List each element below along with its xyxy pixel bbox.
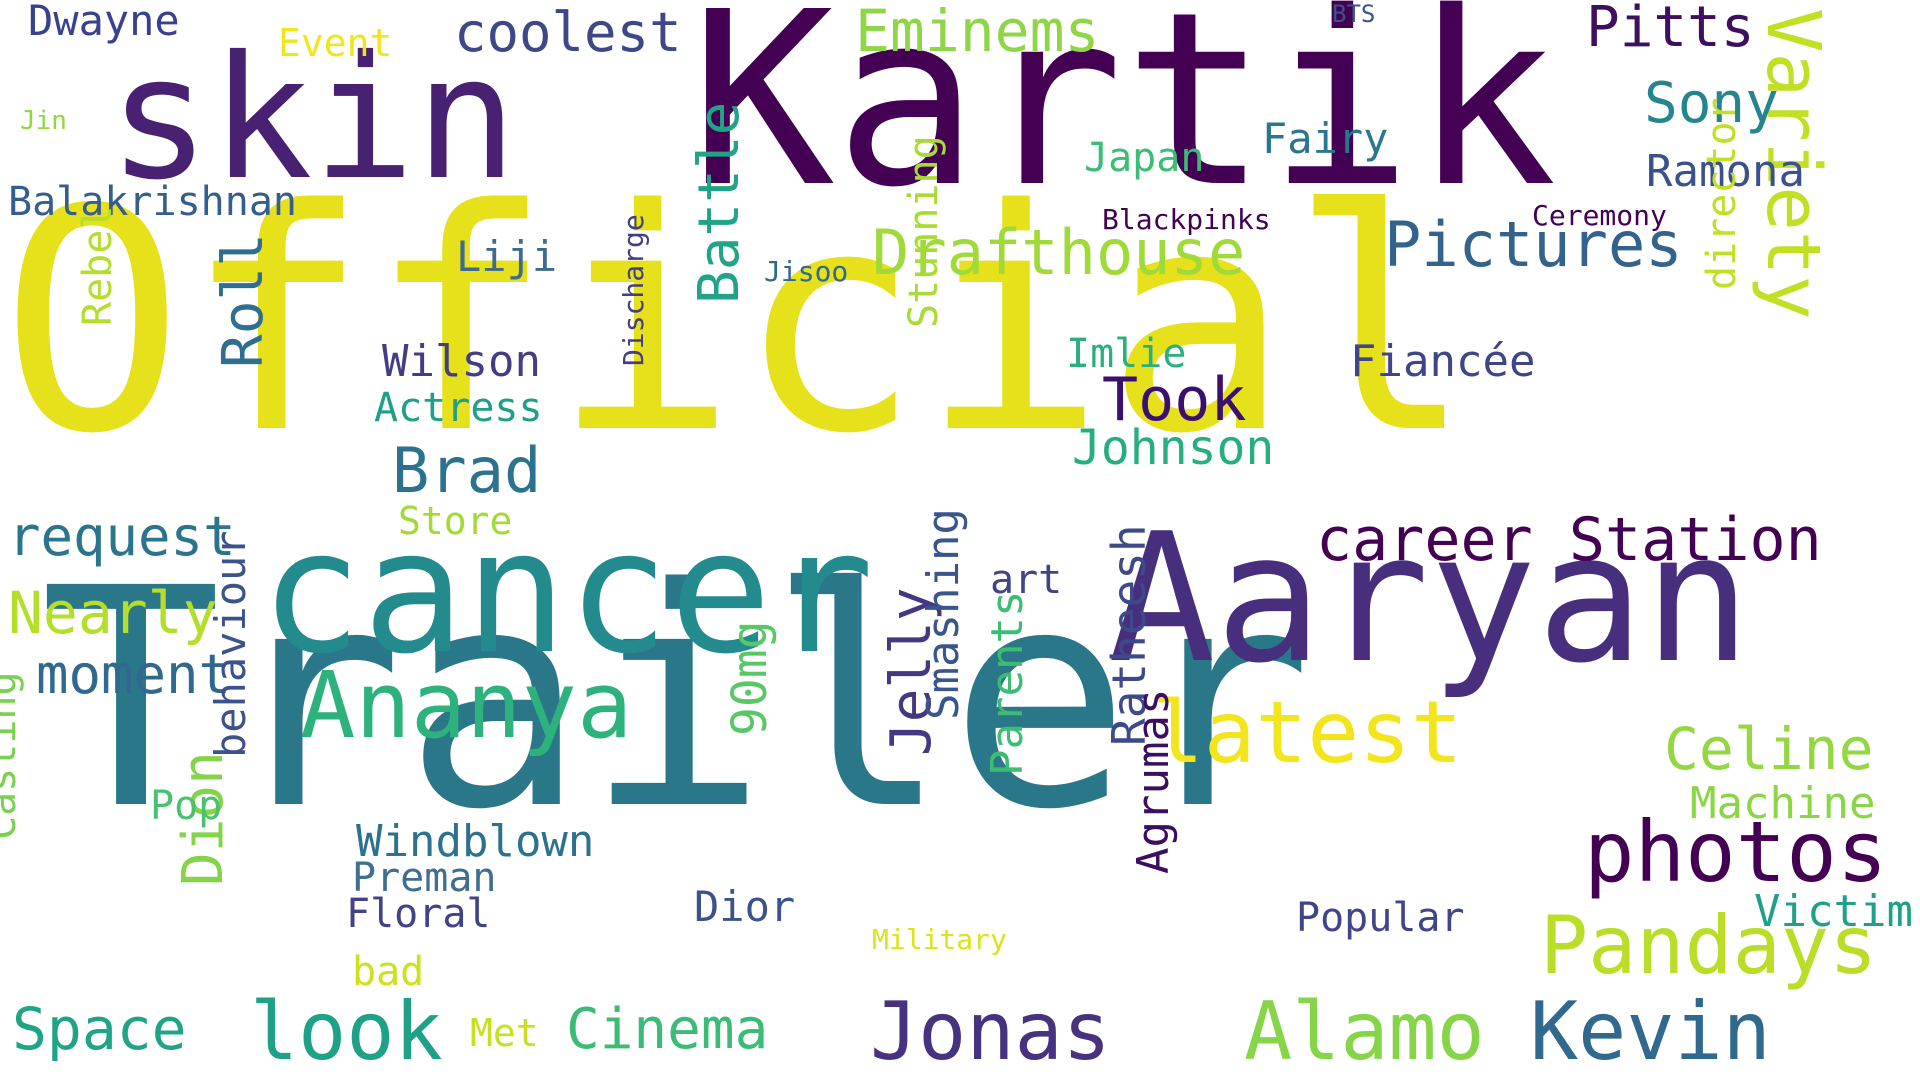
word-japan: Japan: [1084, 135, 1205, 181]
word-kartik: Kartik: [690, 0, 1557, 240]
word-blackpinks: Blackpinks: [1102, 203, 1271, 236]
word-victim: Victim: [1754, 886, 1913, 937]
word-kevin: Kevin: [1530, 985, 1771, 1078]
word-parents: Parents: [982, 590, 1033, 776]
word-ceremony: Ceremony: [1532, 199, 1667, 232]
word-coolest: coolest: [454, 1, 682, 64]
word-popular: Popular: [1296, 895, 1465, 941]
word-took: Took: [1102, 365, 1247, 435]
word-art: art: [990, 557, 1063, 603]
word-smashing: Smashing: [918, 508, 969, 720]
word-preman: Preman: [352, 855, 497, 901]
word-ramona: Ramona: [1646, 146, 1805, 197]
word-90mg: 90mg: [722, 620, 778, 736]
word-career-station: career Station: [1316, 505, 1822, 575]
word-fairy: Fairy: [1262, 114, 1389, 163]
word-fiancee: Fiancée: [1350, 336, 1536, 387]
word-photos: photos: [1584, 803, 1888, 901]
word-celine: Celine: [1664, 715, 1874, 783]
word-nearly: Nearly: [8, 579, 218, 647]
word-discharge: Discharge: [617, 214, 650, 366]
word-pop: Pop: [150, 783, 223, 829]
word-alamo: Alamo: [1244, 985, 1485, 1078]
word-moment: moment: [36, 643, 232, 706]
word-cinema: Cinema: [566, 997, 769, 1062]
word-wilson: Wilson: [382, 336, 541, 387]
word-met: Met: [470, 1011, 539, 1055]
word-look: look: [250, 985, 443, 1078]
word-official: Official: [0, 145, 1474, 501]
word-bad: bad: [352, 949, 425, 995]
word-dwayne: Dwayne: [28, 0, 180, 45]
word-machine: Machine: [1690, 778, 1876, 829]
word-cancer: cancer: [260, 494, 875, 692]
word-latest: latest: [1152, 683, 1463, 783]
word-floral: Floral: [346, 891, 491, 937]
word-military: Military: [872, 923, 1007, 956]
word-eminems: Eminems: [855, 0, 1100, 65]
word-casting: Casting: [0, 671, 25, 840]
word-agrumas: Agrumas: [1128, 688, 1179, 874]
word-aaryan: Aaryan: [1108, 495, 1751, 702]
word-pandays: Pandays: [1540, 899, 1878, 992]
word-behaviour: behaviour: [206, 530, 255, 758]
word-brad: Brad: [392, 434, 542, 507]
word-event: Event: [278, 21, 393, 65]
word-pictures: Pictures: [1384, 208, 1683, 281]
word-actress: Actress: [374, 385, 543, 431]
word-trailer: Trailer: [40, 525, 1313, 876]
word-jonas: Jonas: [870, 985, 1111, 1078]
word-windblown: Windblown: [356, 816, 595, 867]
word-ananya: Ananya: [300, 652, 633, 759]
word-sony: Sony: [1644, 71, 1779, 136]
word-liji: Liji: [456, 232, 558, 281]
word-drafthouse: Drafthouse: [872, 216, 1246, 289]
word-store: Store: [398, 499, 513, 543]
word-roll: Roll: [211, 233, 276, 368]
word-bts: BTS: [1332, 0, 1376, 28]
word-jin: Jin: [20, 106, 67, 136]
word-request: request: [8, 505, 236, 568]
word-dior: Dior: [694, 882, 796, 931]
word-director: director: [1699, 97, 1745, 290]
word-pitts: Pitts: [1586, 0, 1755, 60]
word-space: Space: [12, 995, 187, 1063]
word-rebel: Rebel: [75, 205, 121, 326]
word-johnson: Johnson: [1072, 420, 1275, 476]
word-stunning: Stunning: [901, 135, 947, 328]
word-jisoo: Jisoo: [764, 255, 849, 288]
word-skin: skin: [108, 20, 518, 218]
word-balakrishnan: Balakrishnan: [8, 179, 297, 225]
word-imlie: Imlie: [1066, 331, 1187, 377]
word-battle: Battle: [687, 101, 752, 304]
